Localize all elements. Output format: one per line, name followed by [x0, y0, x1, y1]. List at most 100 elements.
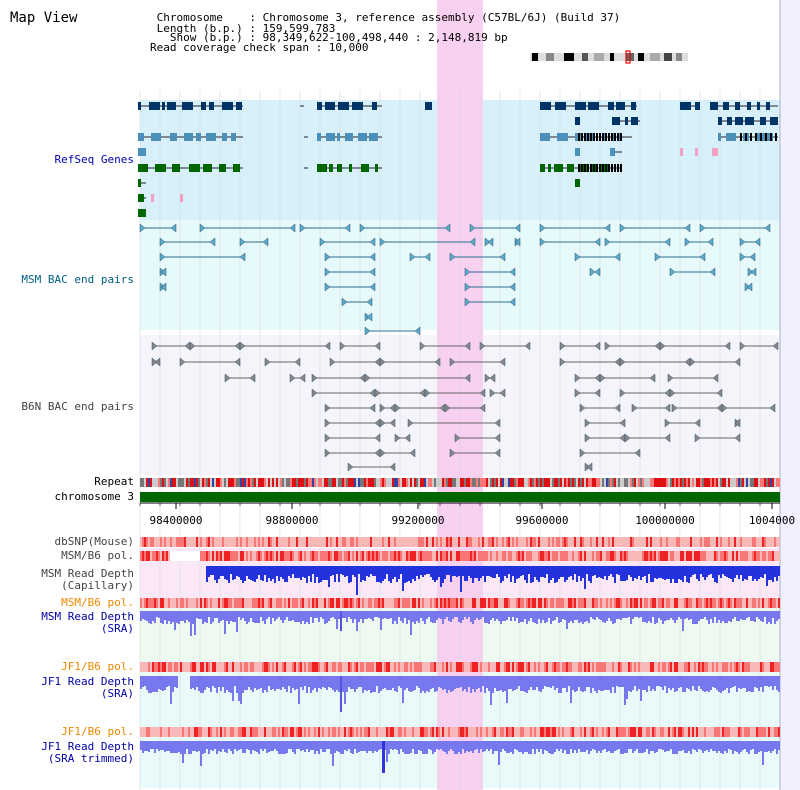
b6n-bac-pair-end — [772, 341, 779, 351]
jf1-b6-pol-strip-1 — [424, 662, 426, 672]
msm-b6-pol-strip-1 — [500, 551, 502, 561]
msm-sra-depth-bar — [772, 611, 774, 618]
msm-sra-depth-bar — [714, 611, 716, 617]
jf1-trimmed-depth-bar — [388, 741, 390, 754]
jf1-trimmed-depth-bar — [304, 741, 306, 752]
msm-bac-pair-end — [739, 237, 746, 247]
repeat-block — [576, 478, 578, 487]
jf1-sra-depth-bar — [142, 676, 144, 687]
jf1-b6-pol-strip-2 — [646, 727, 648, 737]
dbsnp-strip — [590, 537, 592, 547]
dbsnp-strip — [476, 537, 478, 547]
jf1-read-depth-trimmed-label[interactable]: JF1 Read Depth (SRA trimmed) — [41, 740, 134, 765]
jf1-b6-pol-strip-1 — [244, 662, 246, 672]
msm-capillary-depth-bar — [440, 566, 442, 587]
msm-b6-pol-strip-1 — [668, 551, 670, 561]
msm-capillary-depth-bar — [420, 566, 422, 575]
msm-sra-depth-bar — [524, 611, 526, 619]
jf1-trimmed-depth-bar — [654, 741, 656, 753]
msm-sra-depth-bar — [354, 611, 356, 619]
jf1-b6-pol-strip-1 — [198, 662, 200, 672]
b6n-bac-end-pairs-label[interactable]: B6N BAC end pairs — [21, 400, 134, 413]
dbsnp-strip — [470, 537, 472, 547]
dbsnp-label[interactable]: dbSNP(Mouse) — [54, 535, 134, 548]
msm-b6-pol-label-1[interactable]: MSM/B6 pol. — [61, 549, 134, 562]
msm-read-depth-sra-label[interactable]: MSM Read Depth (SRA) — [41, 610, 134, 635]
dbsnp-strip — [696, 537, 698, 547]
b6n-bac-pair-end — [739, 341, 746, 351]
jf1-sra-depth-bar — [542, 676, 544, 689]
jf1-sra-depth-bar — [346, 676, 348, 692]
repeat-block — [528, 478, 530, 487]
msm-sra-depth-bar — [678, 611, 680, 617]
msm-b6-pol-strip-2 — [340, 598, 342, 608]
msm-b6-pol-strip-1 — [268, 551, 270, 561]
jf1-b6-pol-strip-1 — [372, 662, 374, 672]
jf1-b6-pol-strip-1 — [318, 662, 320, 672]
msm-sra-depth-bar — [224, 611, 226, 634]
msm-b6-pol-label-2[interactable]: MSM/B6 pol. — [61, 596, 134, 609]
msm-capillary-depth-bar — [578, 566, 580, 576]
msm-capillary-depth-bar — [348, 566, 350, 583]
msm-sra-depth-bar — [210, 611, 212, 624]
jf1-sra-depth-bar — [350, 676, 352, 689]
gene-exon — [680, 102, 691, 110]
msm-b6-pol-strip-1 — [528, 551, 530, 561]
jf1-trimmed-depth-bar — [554, 741, 556, 752]
msm-bac-pair-end — [464, 282, 471, 292]
jf1-trimmed-depth-bar — [540, 741, 542, 749]
msm-capillary-depth-bar — [416, 566, 418, 576]
msm-sra-depth-bar — [382, 611, 384, 619]
gene-exon — [325, 102, 335, 110]
jf1-sra-depth-bar — [602, 676, 604, 691]
msm-b6-pol-strip-1 — [620, 551, 622, 561]
dbsnp-strip — [140, 537, 142, 547]
jf1-b6-pol-strip-2 — [542, 727, 544, 737]
msm-sra-depth-bar — [716, 611, 718, 623]
repeat-block — [190, 478, 192, 487]
jf1-sra-depth-bar — [378, 676, 380, 693]
msm-b6-pol-strip-2 — [754, 598, 756, 608]
dbsnp-strip — [364, 537, 366, 547]
ideogram-band — [532, 53, 538, 61]
msm-bac-pair-end — [746, 282, 753, 292]
jf1-sra-depth-bar — [706, 676, 708, 691]
jf1-b6-pol-label-1[interactable]: JF1/B6 pol. — [61, 660, 134, 673]
repeat-block — [246, 478, 248, 487]
jf1-read-depth-sra-label[interactable]: JF1 Read Depth (SRA) — [41, 675, 134, 700]
gene-exon — [540, 164, 545, 172]
msm-b6-pol-strip-2 — [368, 598, 370, 608]
jf1-sra-depth-bar — [316, 676, 318, 692]
jf1-b6-pol-strip-2 — [554, 727, 556, 737]
dbsnp-strip — [336, 537, 338, 547]
jf1-b6-pol-strip-1 — [662, 662, 664, 672]
gene-marker-pink — [180, 194, 183, 202]
jf1-sra-depth-bar — [304, 676, 306, 686]
msm-sra-depth-bar — [450, 611, 452, 622]
jf1-trimmed-depth-bar — [424, 741, 426, 754]
jf1-b6-pol-strip-2 — [244, 727, 246, 737]
repeat-block — [382, 478, 384, 487]
repeat-label[interactable]: Repeat — [94, 475, 134, 488]
msm-capillary-depth-bar — [282, 566, 284, 579]
b6n-bac-pair-end — [664, 418, 671, 428]
chromosome-label[interactable]: chromosome 3 — [54, 490, 134, 503]
msm-read-depth-capillary-label[interactable]: MSM Read Depth (Capillary) — [41, 567, 134, 592]
jf1-trimmed-depth-bar — [484, 741, 486, 751]
jf1-b6-pol-label-2[interactable]: JF1/B6 pol. — [61, 725, 134, 738]
msm-sra-depth-bar — [778, 611, 780, 619]
jf1-b6-pol-strip-2 — [418, 727, 420, 737]
repeat-block — [752, 478, 754, 487]
msm-sra-depth-bar — [294, 611, 296, 622]
msm-bac-end-pairs-label[interactable]: MSM BAC end pairs — [21, 273, 134, 286]
msm-sra-depth-bar — [698, 611, 700, 621]
jf1-b6-pol-strip-2 — [378, 727, 380, 737]
jf1-b6-pol-strip-2 — [578, 727, 580, 737]
refseq-genes-label[interactable]: RefSeq Genes — [54, 153, 134, 166]
msm-capillary-depth-bar — [276, 566, 278, 576]
jf1-sra-depth-bar — [504, 676, 506, 691]
msm-bac-pair-end — [160, 267, 167, 277]
repeat-block — [266, 478, 268, 487]
gene-exon — [189, 164, 200, 172]
